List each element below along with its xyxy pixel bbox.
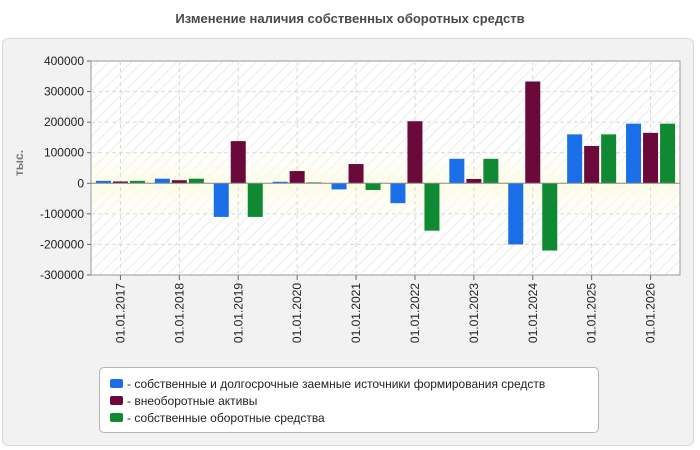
bar-series-3 — [129, 180, 145, 184]
chart-title: Изменение наличия собственных оборотных … — [175, 11, 525, 26]
x-tick-label: 01.01.2022 — [408, 283, 422, 343]
legend-label: - собственные и долгосрочные заемные ист… — [127, 376, 546, 391]
legend-item: - внеоборотные активы — [110, 392, 598, 409]
y-tick-label: -300000 — [40, 268, 84, 282]
bar-series-2 — [643, 132, 659, 184]
bar-series-1 — [331, 183, 347, 190]
chart-legend: - собственные и долгосрочные заемные ист… — [99, 367, 599, 433]
y-tick-label: 100000 — [44, 146, 84, 160]
bar-series-3 — [424, 183, 440, 231]
bar-series-2 — [171, 180, 187, 184]
bar-series-1 — [213, 183, 229, 217]
axes: 400000 300000 200000 100000 0 -100000 -200000 -… — [40, 54, 680, 343]
y-tick-label: 0 — [77, 176, 84, 190]
y-tick-label: -200000 — [40, 237, 84, 251]
bar-series-2 — [407, 121, 423, 184]
bar-series-3 — [483, 158, 499, 184]
bar-series-2 — [230, 141, 246, 184]
bar-series-2 — [466, 179, 482, 184]
y-tick-label: 400000 — [44, 54, 84, 68]
legend-item: - собственные оборотные средства — [110, 409, 598, 426]
y-tick-label: 200000 — [44, 115, 84, 129]
x-tick-label: 01.01.2025 — [585, 283, 599, 343]
bar-series-1 — [390, 183, 406, 204]
bar-series-3 — [542, 183, 558, 251]
bar-series-1 — [508, 183, 524, 245]
bar-series-1 — [154, 178, 170, 184]
bar-series-1 — [567, 134, 583, 184]
y-tick-label: -100000 — [40, 207, 84, 221]
x-tick-label: 01.01.2021 — [349, 283, 363, 343]
y-tick-label: 300000 — [44, 85, 84, 99]
bar-series-2 — [348, 164, 364, 184]
legend-label: - внеоборотные активы — [127, 393, 258, 408]
legend-item: - собственные и долгосрочные заемные ист… — [110, 375, 598, 392]
bar-series-2 — [584, 145, 600, 184]
legend-swatch — [110, 413, 123, 422]
legend-swatch — [110, 396, 123, 405]
bar-series-1 — [449, 158, 465, 184]
x-tick-label: 01.01.2026 — [644, 283, 658, 343]
x-tick-label: 01.01.2017 — [113, 283, 127, 343]
bar-series-3 — [247, 183, 263, 217]
bar-series-3 — [188, 178, 204, 184]
bar-series-2 — [525, 81, 541, 184]
bar-series-1 — [272, 181, 288, 184]
y-axis-label: тыс. — [12, 150, 26, 176]
x-tick-label: 01.01.2018 — [172, 283, 186, 343]
x-tick-label: 01.01.2024 — [526, 283, 540, 343]
bar-series-1 — [95, 180, 111, 184]
bar-series-1 — [626, 123, 642, 184]
bars — [95, 81, 676, 251]
legend-label: - собственные оборотные средства — [127, 410, 325, 425]
bar-series-2 — [112, 181, 128, 184]
bar-series-3 — [365, 183, 381, 191]
bar-series-2 — [289, 171, 305, 184]
bar-series-3 — [601, 134, 617, 184]
legend-swatch — [110, 379, 123, 388]
x-tick-label: 01.01.2023 — [467, 283, 481, 343]
x-tick-label: 01.01.2019 — [231, 283, 245, 343]
bar-series-3 — [660, 123, 676, 184]
x-tick-label: 01.01.2020 — [290, 283, 304, 343]
